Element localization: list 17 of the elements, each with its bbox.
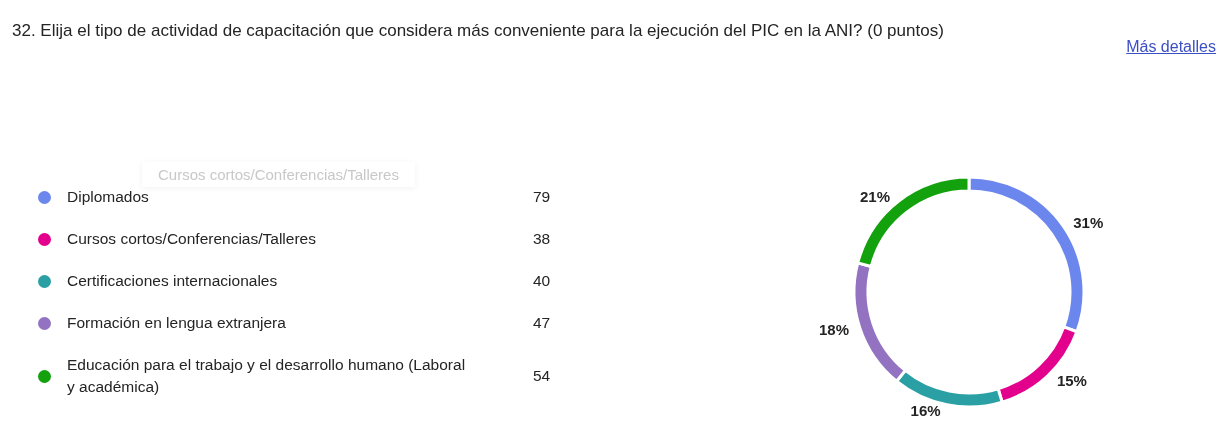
text: 15% [1056,371,1087,389]
data-label: 40 [532,272,552,290]
legend-label: Cursos cortos/Conferencias/Talleres [67,229,317,249]
text: 16% [910,402,941,420]
legend-label: Certificaciones internacionales [67,271,279,291]
text: 31% [1073,214,1104,232]
data-label: 47 [532,314,552,332]
text: 18% [818,321,850,339]
chart-title: 32. Elija el tipo de actividad de capacitación que considera más conveniente para la ejecución del PIC en la ANI? (0 puntos) [12,20,945,42]
text: Más detalles [1126,38,1216,56]
data-label: 54 [532,367,552,385]
data-label: 38 [532,230,552,248]
legend-label: Formación en lengua extranjera [67,313,287,333]
text: 21% [860,187,891,205]
legend-label: Diplomados [67,187,150,207]
data-label: 79 [532,188,552,206]
legend-label: Educación para el trabajo y el desarrollo humano (Laboral y académica) [67,355,467,397]
